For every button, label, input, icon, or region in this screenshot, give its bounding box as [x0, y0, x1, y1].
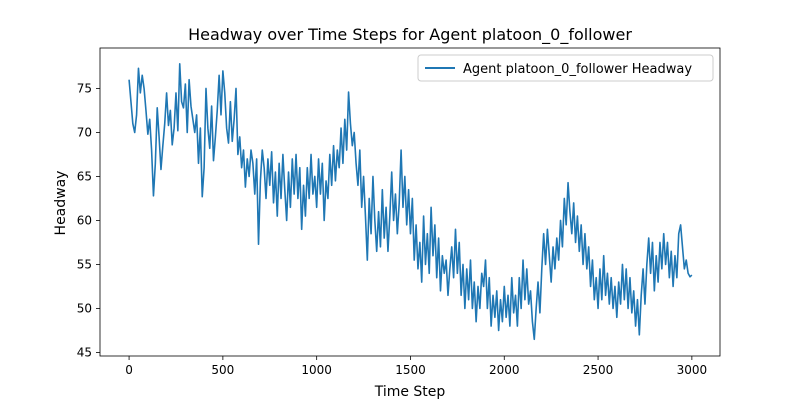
y-tick-label: 70	[77, 125, 92, 139]
chart-title: Headway over Time Steps for Agent platoo…	[188, 25, 632, 45]
plot-area: 0 500 1000 1500 2000 2500 3000 45 50 55 60 65 70 75	[77, 47, 721, 377]
legend-label: Agent platoon_0_follower Headway	[463, 62, 692, 77]
y-axis-label: Headway	[53, 171, 69, 236]
series-line-0	[128, 63, 693, 341]
legend: Agent platoon_0_follower Headway	[417, 54, 714, 82]
x-axis: 0 500 1000 1500 2000 2500 3000	[125, 356, 707, 377]
x-tick-label: 2000	[489, 363, 520, 377]
plot-frame	[99, 47, 721, 357]
x-tick-label: 500	[211, 363, 234, 377]
y-tick-label: 45	[77, 345, 92, 359]
y-axis: 45 50 55 60 65 70 75	[77, 81, 100, 359]
x-tick-label: 2500	[583, 363, 614, 377]
y-tick-label: 65	[77, 169, 92, 183]
x-tick-label: 3000	[677, 363, 708, 377]
x-axis-label: Time Step	[374, 384, 446, 400]
plot-background	[100, 48, 720, 356]
y-tick-label: 55	[77, 257, 92, 271]
series-layer	[128, 63, 693, 341]
legend-box	[417, 54, 714, 82]
y-tick-label: 60	[77, 213, 92, 227]
x-tick-label: 1500	[395, 363, 426, 377]
y-tick-label: 75	[77, 81, 92, 95]
y-tick-label: 50	[77, 301, 92, 315]
x-tick-label: 0	[125, 363, 133, 377]
x-tick-label: 1000	[301, 363, 332, 377]
